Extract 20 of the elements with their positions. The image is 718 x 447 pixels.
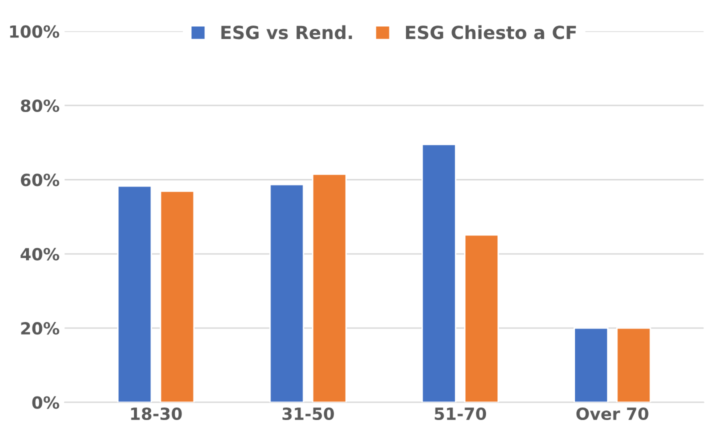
bar — [312, 173, 347, 402]
legend-label: ESG vs Rend. — [221, 25, 352, 40]
x-tick-label: 31-50 — [282, 407, 334, 420]
legend-label: ESG Chiesto a CF — [406, 25, 576, 40]
y-tick-label: 100% — [10, 25, 60, 38]
x-tick-label: 51-70 — [434, 407, 486, 420]
bar — [117, 185, 152, 402]
bar — [464, 234, 499, 402]
bar — [421, 144, 456, 402]
y-tick-label: 20% — [21, 322, 60, 335]
bar — [574, 327, 608, 402]
y-tick-label: 60% — [20, 174, 60, 186]
y-tick-label: 40% — [20, 248, 60, 260]
y-tick-label: 80% — [20, 99, 60, 112]
bar — [160, 190, 195, 402]
bar — [269, 184, 304, 402]
x-tick-label: 18-30 — [131, 407, 182, 420]
x-tick-label: Over 70 — [576, 407, 648, 420]
y-tick-label: 0% — [32, 396, 60, 409]
bar — [616, 327, 652, 402]
